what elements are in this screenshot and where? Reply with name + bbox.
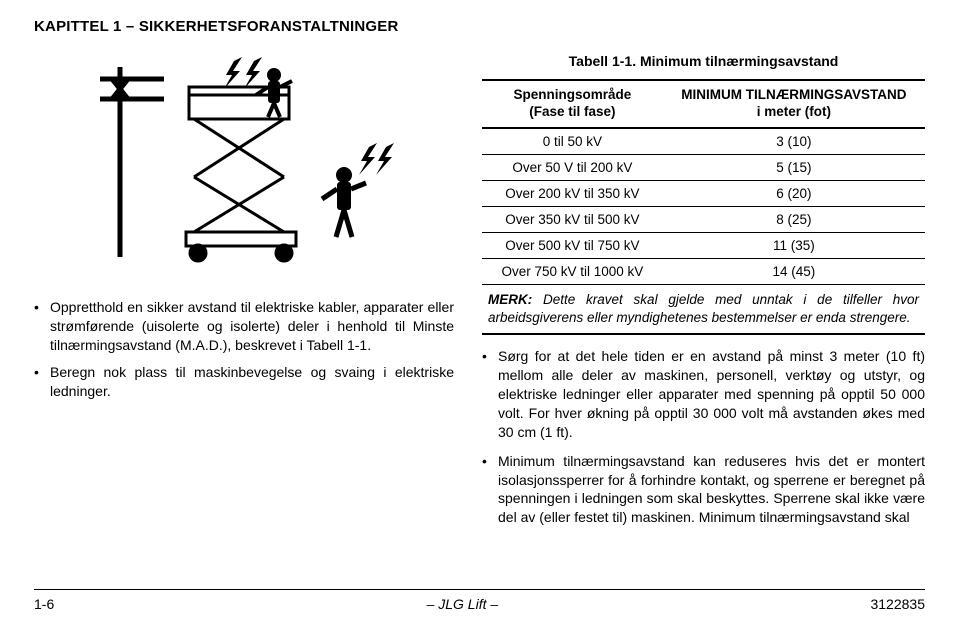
table-row: 0 til 50 kV3 (10) — [482, 128, 925, 155]
table-header-left: Spenningsområde (Fase til fase) — [482, 80, 663, 128]
table-header-right: MINIMUM TILNÆRMINGSAVSTAND i meter (fot) — [663, 80, 925, 128]
table-row: Over 50 V til 200 kV5 (15) — [482, 154, 925, 180]
bullet-dot-icon: • — [34, 298, 50, 355]
note-label: MERK: — [488, 292, 532, 307]
bullet-dot-icon: • — [482, 347, 498, 441]
right-bullet-list: • Sørg for at det hele tiden er en avsta… — [482, 347, 925, 527]
note-text: Dette kravet skal gjelde med unntak i de… — [488, 292, 919, 325]
bullet-text: Oppretthold en sikker avstand til elektr… — [50, 298, 454, 355]
table-caption: Tabell 1-1. Minimum tilnærmingsavstand — [482, 53, 925, 69]
table-note-row: MERK: Dette kravet skal gjelde med unnta… — [482, 284, 925, 334]
cell-dist: 5 (15) — [663, 154, 925, 180]
page-footer: 1-6 – JLG Lift – 3122835 — [34, 589, 925, 612]
bullet-item: • Beregn nok plass til maskinbevegelse o… — [34, 363, 454, 401]
cell-dist: 11 (35) — [663, 232, 925, 258]
left-bullet-list: • Oppretthold en sikker avstand til elek… — [34, 298, 454, 400]
cell-range: 0 til 50 kV — [482, 128, 663, 155]
footer-page-number: 1-6 — [34, 596, 54, 612]
cell-dist: 14 (45) — [663, 258, 925, 284]
bullet-item: • Minimum tilnærmingsavstand kan reduser… — [482, 452, 925, 528]
bullet-text: Sørg for at det hele tiden er en avstand… — [498, 347, 925, 441]
bullet-item: • Sørg for at det hele tiden er en avsta… — [482, 347, 925, 441]
approach-distance-table: Spenningsområde (Fase til fase) MINIMUM … — [482, 79, 925, 335]
scissor-lift-illustration — [34, 57, 454, 272]
table-row: Over 500 kV til 750 kV11 (35) — [482, 232, 925, 258]
bullet-item: • Oppretthold en sikker avstand til elek… — [34, 298, 454, 355]
bullet-text: Minimum tilnærmingsavstand kan reduseres… — [498, 452, 925, 528]
cell-dist: 8 (25) — [663, 206, 925, 232]
footer-docnum: 3122835 — [870, 596, 925, 612]
footer-center: – JLG Lift – — [427, 596, 499, 612]
cell-dist: 6 (20) — [663, 180, 925, 206]
cell-dist: 3 (10) — [663, 128, 925, 155]
chapter-title: KAPITTEL 1 – SIKKERHETSFORANSTALTNINGER — [34, 18, 925, 35]
table-row: Over 200 kV til 350 kV6 (20) — [482, 180, 925, 206]
cell-range: Over 750 kV til 1000 kV — [482, 258, 663, 284]
bullet-dot-icon: • — [34, 363, 50, 401]
cell-range: Over 200 kV til 350 kV — [482, 180, 663, 206]
table-row: Over 350 kV til 500 kV8 (25) — [482, 206, 925, 232]
left-column: • Oppretthold en sikker avstand til elek… — [34, 53, 454, 537]
table-row: Over 750 kV til 1000 kV14 (45) — [482, 258, 925, 284]
cell-range: Over 350 kV til 500 kV — [482, 206, 663, 232]
cell-range: Over 500 kV til 750 kV — [482, 232, 663, 258]
bullet-dot-icon: • — [482, 452, 498, 528]
bullet-text: Beregn nok plass til maskinbevegelse og … — [50, 363, 454, 401]
right-column: Tabell 1-1. Minimum tilnærmingsavstand S… — [482, 53, 925, 537]
cell-range: Over 50 V til 200 kV — [482, 154, 663, 180]
